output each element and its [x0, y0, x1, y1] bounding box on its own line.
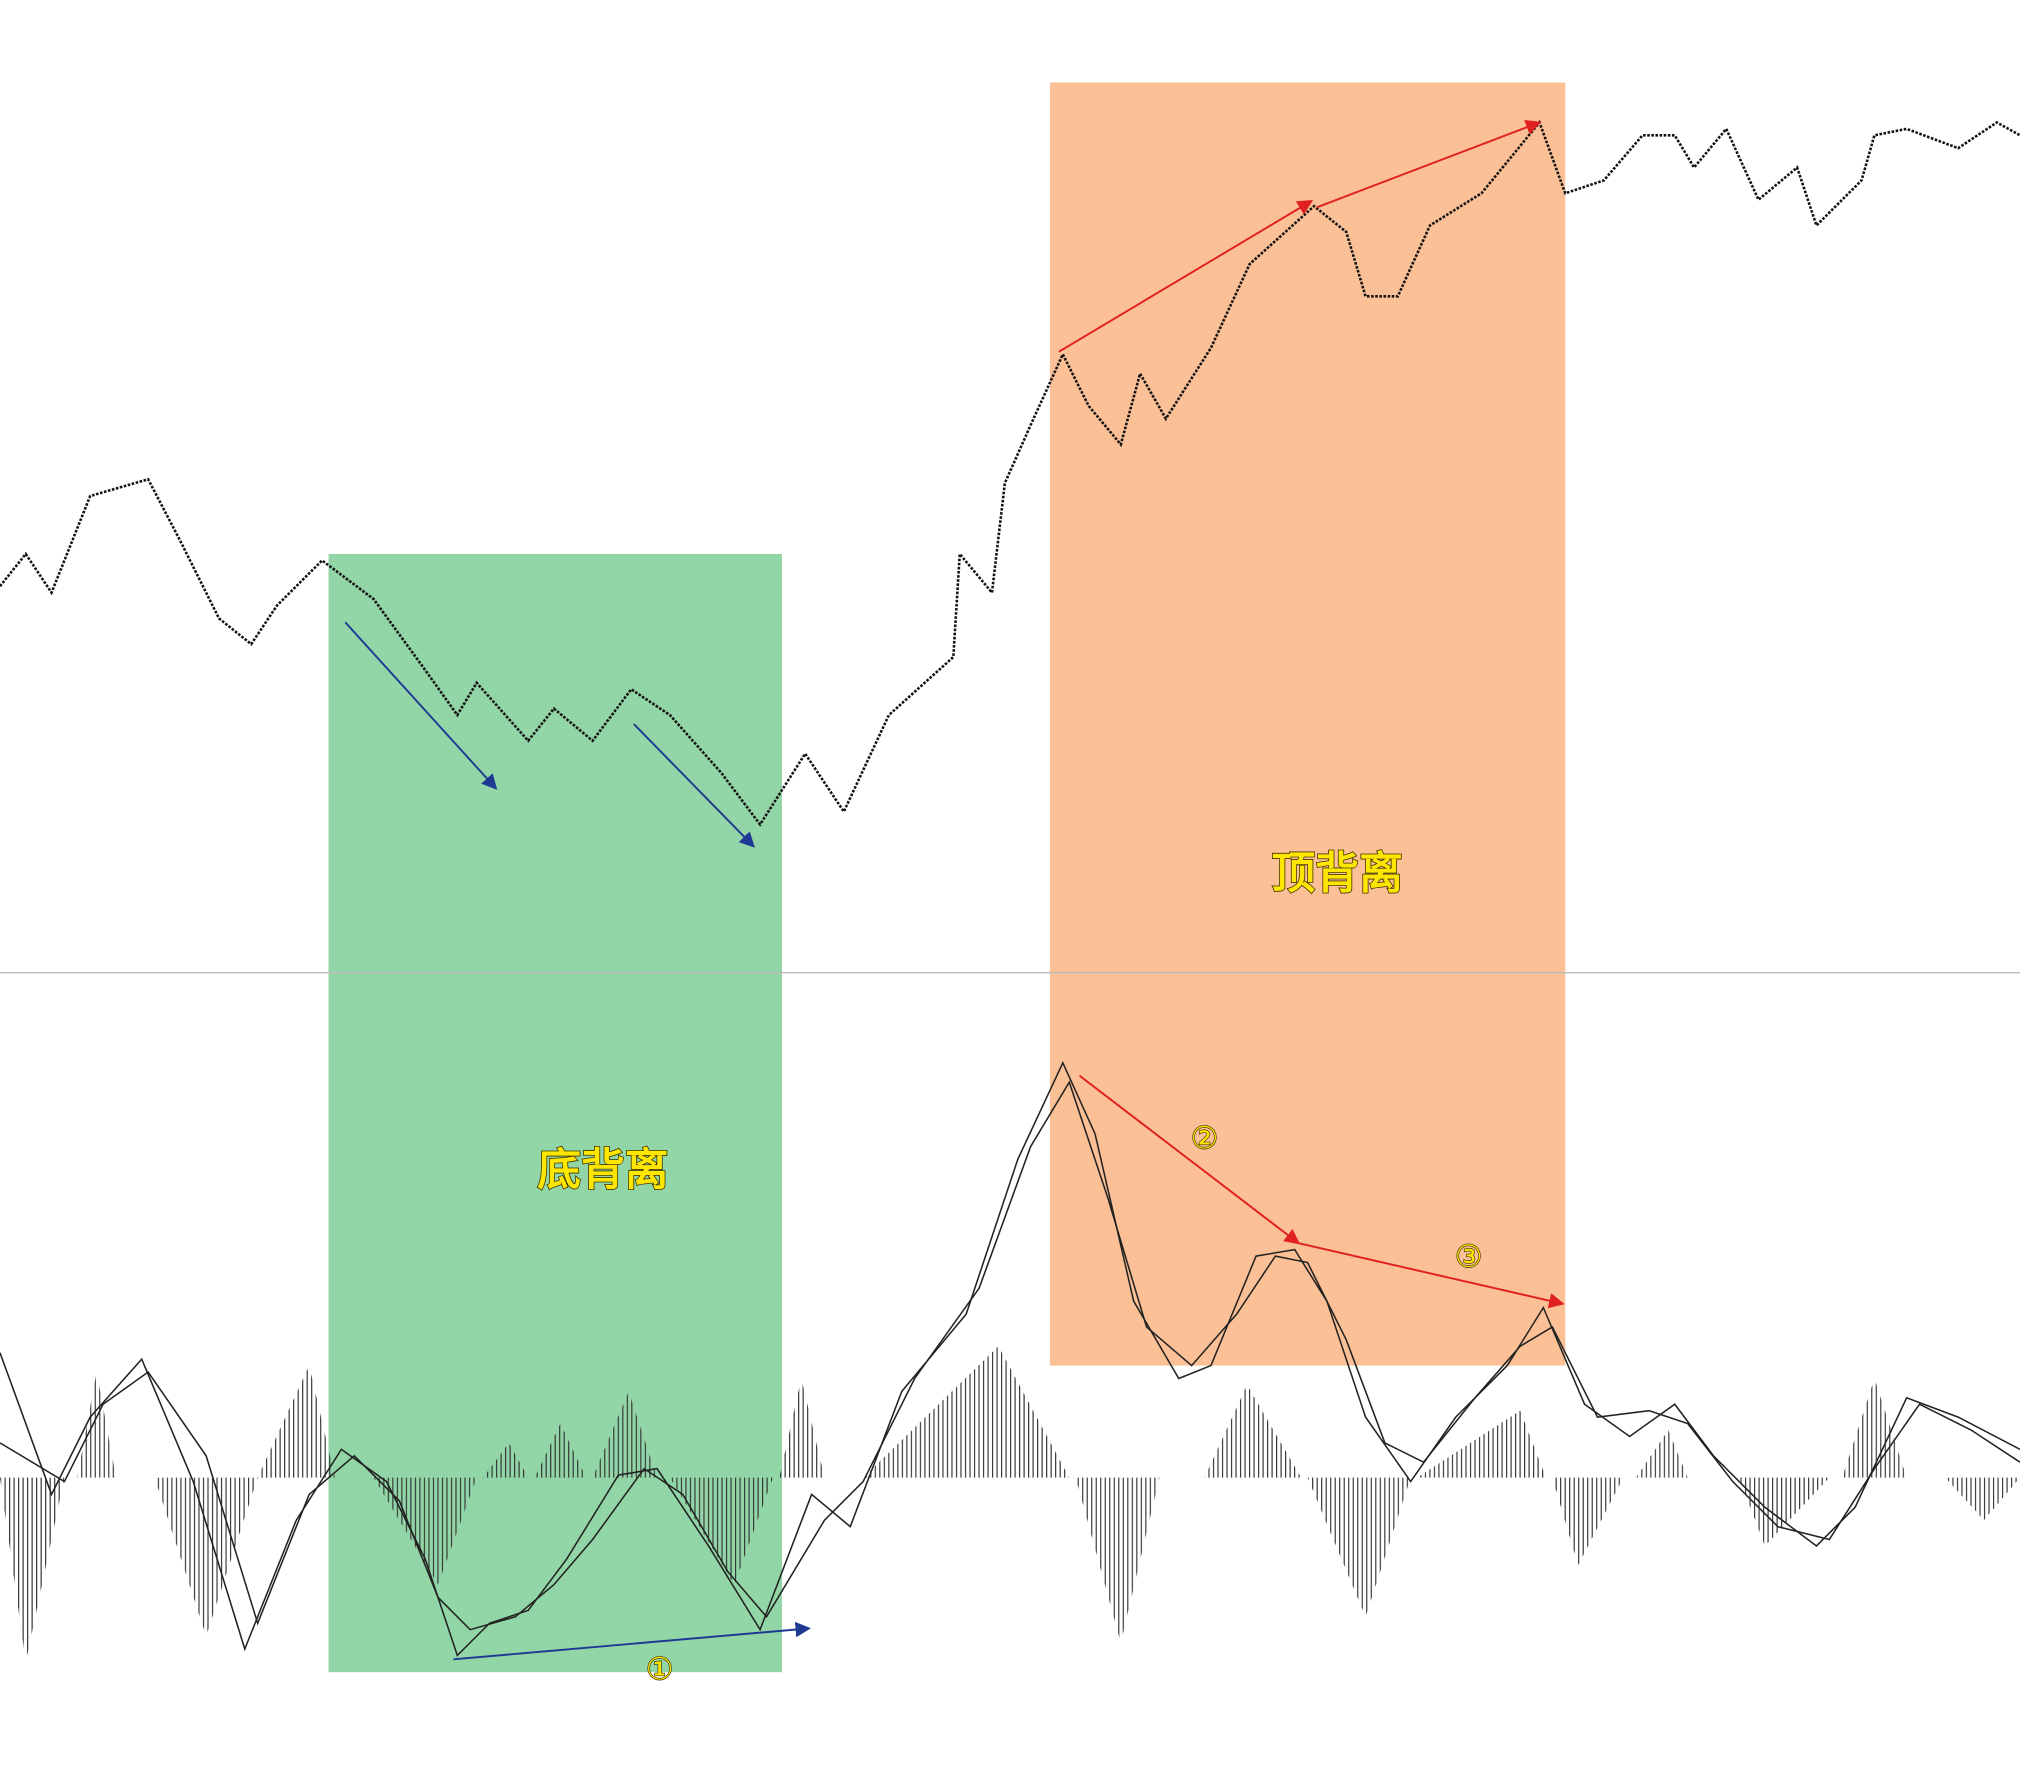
signal-line: [0, 1080, 2020, 1631]
bottom-divergence-label: 底背离: [537, 1144, 668, 1195]
top-divergence-zone: [1049, 82, 1566, 1366]
top-divergence-label: 顶背离: [1272, 848, 1403, 899]
marker-label: ②: [1191, 1121, 1219, 1157]
divergence-arrows: [344, 120, 1565, 1661]
price-candles: [0, 119, 2020, 827]
macd-line: [0, 1061, 2020, 1657]
marker-label: ①: [646, 1651, 674, 1687]
macd-histogram: [0, 1346, 2020, 1662]
marker-label: ③: [1455, 1239, 1483, 1275]
